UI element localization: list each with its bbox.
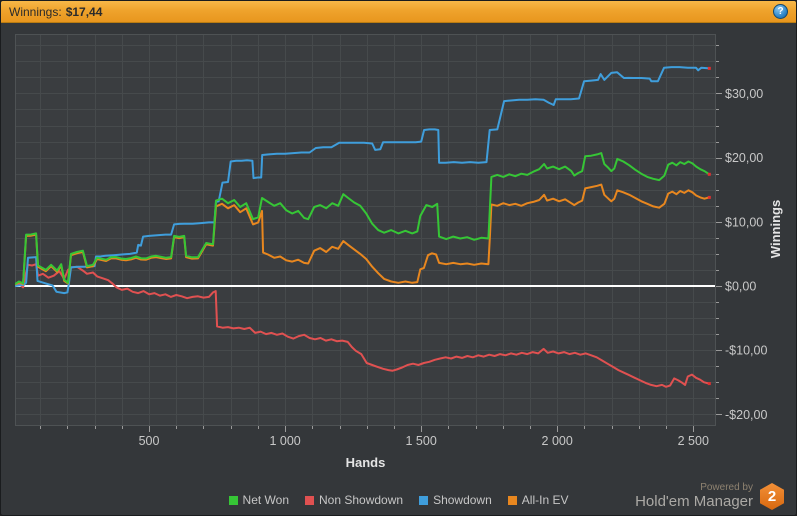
y-tick-label: $10,00	[725, 215, 763, 229]
chart-area: $30,00 $20,00 $10,00 $0,00 -$10,00 -$20,00 500…	[1, 23, 796, 473]
x-tick-label: 500	[139, 434, 160, 448]
series-end-marker	[707, 66, 711, 70]
powered-by-block: Powered by Hold'em Manager 2	[635, 483, 784, 510]
plot-background[interactable]	[15, 34, 716, 426]
brand-badge-icon: 2	[760, 483, 784, 510]
legend-label: Showdown	[433, 493, 492, 507]
y-tick-label: $20,00	[725, 151, 763, 165]
series-line-non-showdown	[15, 263, 710, 388]
x-tick-label: 1 000	[269, 434, 300, 448]
series-end-marker	[707, 172, 711, 176]
legend-label: Non Showdown	[319, 493, 404, 507]
y-tick-label: -$20,00	[725, 408, 767, 422]
legend-label: All-In EV	[521, 493, 569, 507]
zero-line	[15, 285, 716, 287]
series-line-net-won	[15, 152, 710, 285]
y-tick-label: $30,00	[725, 87, 763, 101]
legend-item-non-showdown[interactable]: Non Showdown	[305, 493, 403, 507]
y-tick-label: -$10,00	[725, 344, 767, 358]
x-tick-label: 2 000	[542, 434, 573, 448]
legend-item-showdown[interactable]: Showdown	[419, 493, 492, 507]
legend-item-all-in-ev[interactable]: All-In EV	[507, 493, 569, 507]
series-end-marker	[707, 195, 711, 199]
winnings-chart: $30,00 $20,00 $10,00 $0,00 -$10,00 -$20,00 500…	[15, 34, 783, 470]
winnings-header-bar[interactable]: Winnings: $17,44 ?	[1, 1, 796, 23]
series-end-marker	[707, 382, 711, 386]
help-icon[interactable]: ?	[773, 4, 788, 19]
legend-label: Net Won	[242, 493, 289, 507]
legend-swatch-icon	[228, 495, 238, 505]
legend-swatch-icon	[507, 495, 517, 505]
legend-swatch-icon	[305, 495, 314, 505]
winnings-label: Winnings:	[9, 4, 62, 19]
powered-by-label: Powered by	[700, 482, 753, 494]
powered-by-text: Powered by Hold'em Manager	[635, 483, 753, 509]
x-axis-title: Hands	[346, 455, 386, 470]
series-line-showdown	[15, 66, 710, 295]
x-tick-label: 2 500	[678, 434, 709, 448]
legend-item-net-won[interactable]: Net Won	[228, 493, 289, 507]
legend: Net Won Non Showdown Showdown All-In EV	[1, 492, 796, 508]
series-line-all-in-ev	[15, 183, 710, 286]
winnings-value: $17,44	[65, 4, 103, 19]
y-axis-title: Winnings	[768, 200, 783, 258]
brand-label: Hold'em Manager	[635, 492, 753, 510]
x-tick-label: 1 500	[406, 434, 437, 448]
legend-swatch-icon	[419, 495, 429, 505]
y-tick-label: $0,00	[725, 280, 756, 294]
plot-border	[15, 34, 716, 426]
